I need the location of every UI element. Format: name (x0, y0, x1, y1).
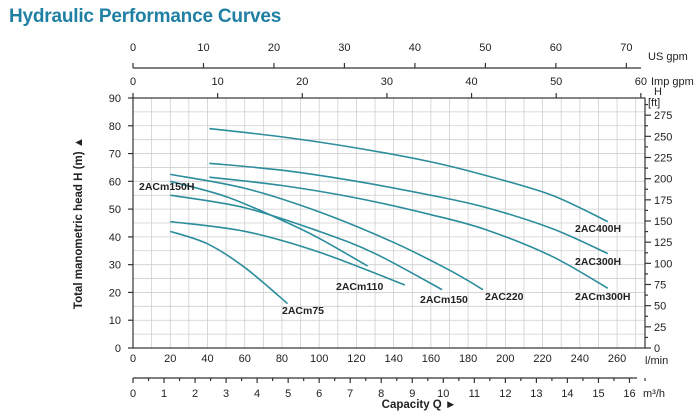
m3h-tick-label: 12 (499, 388, 511, 400)
imp-gpm-tick-label: 40 (465, 76, 477, 88)
curve-2ac220 (170, 173, 484, 291)
ft-tick-label: 225 (654, 152, 672, 164)
x-axis-label: Capacity Q ► (382, 399, 457, 411)
ft-tick-label: 25 (654, 322, 666, 334)
m3h-tick-label: 14 (561, 388, 573, 400)
ft-tick-label: 125 (654, 237, 672, 249)
x-tick-label: 40 (201, 353, 213, 365)
ft-tick-label: 200 (654, 174, 672, 186)
ft-tick-label: 250 (654, 131, 672, 143)
us-gpm-tick-label: 60 (550, 42, 562, 54)
ft-tick-label: 275 (654, 110, 672, 122)
m3h-tick-label: 4 (254, 388, 260, 400)
us-gpm-tick-label: 0 (130, 42, 136, 54)
y-tick-label: 30 (109, 260, 121, 272)
curve-label: 2AC400H (575, 223, 621, 235)
curve-label: 2ACm150H (139, 181, 194, 193)
m3h-tick-label: 0 (130, 388, 136, 400)
x-tick-label: 200 (496, 353, 514, 365)
ft-tick-label: 75 (654, 279, 666, 291)
us-gpm-tick-label: 70 (620, 42, 632, 54)
us-gpm-tick-label: 50 (479, 42, 491, 54)
x-unit-label: l/min (645, 355, 668, 367)
y-tick-label: 80 (109, 121, 121, 133)
x-tick-label: 220 (533, 353, 551, 365)
curve-label: 2AC300H (575, 256, 621, 268)
x-tick-label: 160 (422, 353, 440, 365)
imp-gpm-tick-label: 20 (296, 76, 308, 88)
x-tick-label: 180 (459, 353, 477, 365)
curve-2acm150 (170, 194, 443, 291)
curve-label: 2ACm75 (282, 305, 324, 317)
plot-frame (132, 97, 646, 349)
x-tick-label: 80 (276, 353, 288, 365)
ft-tick-label: 150 (654, 216, 672, 228)
m3h-tick-label: 1 (161, 388, 167, 400)
x-tick-label: 260 (608, 353, 626, 365)
m3h-tick-label: 16 (623, 388, 635, 400)
curve-2acm75 (169, 230, 289, 305)
y-tick-label: 20 (109, 287, 121, 299)
curve-label: 2AC220 (485, 291, 524, 303)
y-tick-label: 60 (109, 176, 121, 188)
ft-tick-label: 0 (654, 343, 660, 355)
m3h-tick-label: 15 (592, 388, 604, 400)
curve-2acm150h (170, 180, 368, 267)
x-tick-label: 100 (310, 353, 328, 365)
us-gpm-tick-label: 30 (338, 42, 350, 54)
x-tick-label: 0 (130, 353, 136, 365)
x-tick-label: 240 (571, 353, 589, 365)
curve-2acm110 (170, 220, 406, 286)
m3h-tick-label: 7 (347, 388, 353, 400)
chart-title: Hydraulic Performance Curves (9, 6, 282, 27)
ft-axis-label: H (654, 86, 662, 98)
y-tick-label: 0 (115, 343, 121, 355)
curve-label: 2ACm110 (336, 281, 383, 293)
y-tick-label: 70 (109, 149, 121, 161)
x-tick-label: 60 (239, 353, 251, 365)
m3h-tick-label: 3 (223, 388, 229, 400)
ft-tick-label: 100 (654, 258, 672, 270)
x-tick-label: 140 (384, 353, 402, 365)
m3h-tick-label: 5 (285, 388, 291, 400)
ft-tick-label: 175 (654, 195, 672, 207)
m3h-tick-label: 11 (469, 388, 480, 400)
x-tick-label: 120 (347, 353, 365, 365)
us-gpm-tick-label: 20 (268, 42, 280, 54)
us-gpm-tick-label: 40 (409, 42, 421, 54)
us-gpm-tick-label: 10 (197, 42, 209, 54)
curve-2ac400h (209, 127, 609, 223)
imp-gpm-tick-label: 10 (212, 76, 224, 88)
m3h-tick-label: 8 (378, 388, 384, 400)
m3h-unit-label: m³/h (643, 388, 665, 400)
y-axis-label: Total manometric head H (m) ▲ (73, 137, 85, 309)
curve-2ac300h (209, 162, 609, 255)
y-tick-label: 10 (109, 315, 121, 327)
m3h-tick-label: 6 (316, 388, 322, 400)
y-tick-label: 90 (109, 93, 121, 105)
m3h-tick-label: 10 (437, 388, 449, 400)
ft-unit-label: [ft] (648, 97, 660, 109)
imp-gpm-tick-label: 30 (381, 76, 393, 88)
m3h-tick-label: 9 (409, 388, 415, 400)
y-tick-label: 50 (109, 204, 121, 216)
imp-gpm-tick-label: 60 (635, 76, 647, 88)
curve-label: 2ACm150 (420, 294, 468, 306)
ft-tick-label: 50 (654, 301, 666, 313)
m3h-tick-label: 13 (530, 388, 542, 400)
curve-label: 2ACm300H (575, 291, 630, 303)
imp-gpm-tick-label: 50 (550, 76, 562, 88)
imp-gpm-tick-label: 0 (130, 76, 136, 88)
curve-2acm300h (209, 176, 609, 289)
imp-gpm-unit-label: Imp gpm (651, 76, 694, 88)
x-tick-label: 20 (164, 353, 176, 365)
us-gpm-unit-label: US gpm (648, 51, 688, 63)
m3h-tick-label: 2 (192, 388, 198, 400)
y-tick-label: 40 (109, 232, 121, 244)
